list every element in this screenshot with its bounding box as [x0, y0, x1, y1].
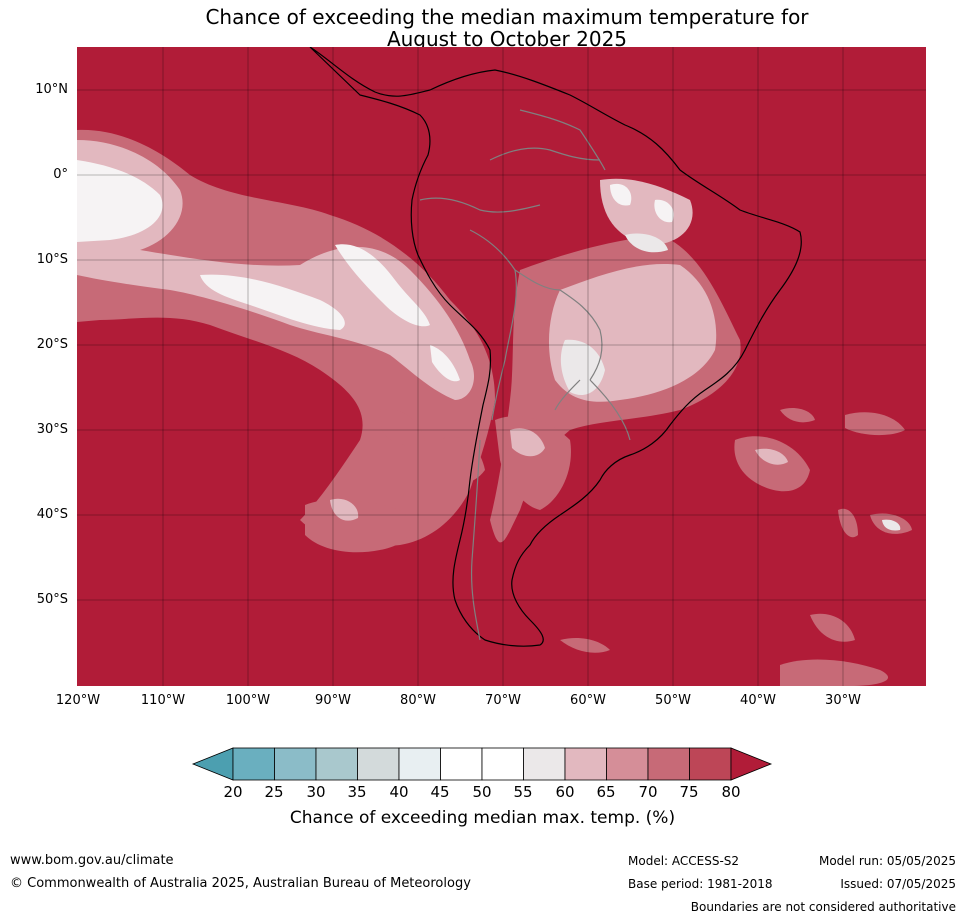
lon-label-120w: 120°W [55, 693, 101, 708]
copyright-text: © Commonwealth of Australia 2025, Austra… [10, 876, 471, 891]
website-link[interactable]: www.bom.gov.au/climate [10, 853, 174, 868]
colorbar-segment [564, 747, 607, 781]
colorbar-segment [232, 747, 275, 781]
colorbar-segment [357, 747, 400, 781]
base-period-text: Base period: 1981-2018 [628, 877, 773, 891]
lat-label-0: 0° [53, 167, 68, 182]
lon-label-70w: 70°W [485, 693, 521, 708]
issued-text: Issued: 07/05/2025 [840, 877, 956, 891]
colorbar-segment [398, 747, 441, 781]
colorbar-tick-40: 40 [389, 783, 409, 801]
colorbar-segment [523, 747, 566, 781]
colorbar-tick-50: 50 [472, 783, 492, 801]
colorbar-segment [440, 747, 483, 781]
colorbar-segment [647, 747, 690, 781]
colorbar-tick-35: 35 [347, 783, 367, 801]
colorbar-tick-75: 75 [679, 783, 699, 801]
lon-label-110w: 110°W [140, 693, 186, 708]
colorbar-segment [481, 747, 524, 781]
colorbar-segment [689, 747, 732, 781]
colorbar [191, 747, 773, 781]
lon-label-40w: 40°W [740, 693, 776, 708]
country-borders [419, 109, 631, 641]
colorbar-arrow-high [730, 747, 773, 781]
map-title-line2: August to October 2025 [386, 27, 628, 51]
lat-label-40s: 40°S [36, 507, 68, 522]
colorbar-tick-45: 45 [430, 783, 450, 801]
colorbar-tick-25: 25 [264, 783, 284, 801]
graticule [77, 47, 926, 686]
map-background [77, 47, 926, 686]
colorbar-segment [315, 747, 358, 781]
probability-shading [77, 129, 912, 686]
colorbar-tick-55: 55 [513, 783, 533, 801]
lon-label-90w: 90°W [315, 693, 351, 708]
map-title-line1: Chance of exceeding the median maximum t… [205, 5, 809, 29]
colorbar-tick-60: 60 [555, 783, 575, 801]
lon-label-50w: 50°W [655, 693, 691, 708]
colorbar-tick-65: 65 [596, 783, 616, 801]
colorbar-label: Chance of exceeding median max. temp. (%… [289, 808, 676, 828]
colorbar-tick-70: 70 [638, 783, 658, 801]
lat-label-20s: 20°S [36, 337, 68, 352]
lat-label-10n: 10°N [35, 82, 68, 97]
coastline [309, 47, 802, 647]
colorbar-arrow-low [191, 747, 234, 781]
model-run-text: Model run: 05/05/2025 [818, 854, 956, 868]
lat-label-30s: 30°S [36, 422, 68, 437]
lat-label-50s: 50°S [36, 592, 68, 607]
lon-label-30w: 30°W [825, 693, 861, 708]
probability-map [77, 47, 926, 686]
colorbar-tick-30: 30 [306, 783, 326, 801]
colorbar-tick-20: 20 [223, 783, 243, 801]
disclaimer-text: Boundaries are not considered authoritat… [690, 900, 956, 914]
lat-label-10s: 10°S [36, 252, 68, 267]
model-text: Model: ACCESS-S2 [628, 854, 740, 868]
lon-label-80w: 80°W [400, 693, 436, 708]
colorbar-tick-80: 80 [721, 783, 741, 801]
colorbar-segment [606, 747, 649, 781]
lon-label-60w: 60°W [570, 693, 606, 708]
lon-label-100w: 100°W [225, 693, 271, 708]
colorbar-segment [274, 747, 317, 781]
